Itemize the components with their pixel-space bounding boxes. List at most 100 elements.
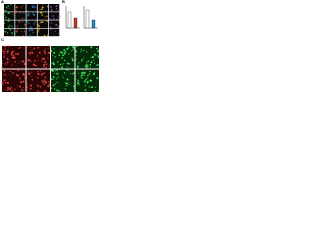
cell bbox=[1, 49, 4, 51]
cell bbox=[49, 21, 51, 23]
cell bbox=[17, 28, 19, 30]
cell bbox=[77, 81, 80, 84]
cell bbox=[38, 51, 41, 54]
cell bbox=[10, 3, 12, 6]
cell bbox=[36, 31, 39, 34]
cell bbox=[15, 11, 17, 14]
cell bbox=[58, 16, 61, 19]
cell bbox=[7, 45, 10, 47]
cell bbox=[26, 83, 28, 85]
cell bbox=[22, 60, 25, 63]
cell bbox=[56, 68, 59, 71]
cell bbox=[9, 87, 12, 89]
micrograph bbox=[51, 69, 75, 92]
cell bbox=[44, 48, 46, 50]
cell bbox=[19, 77, 21, 80]
cell bbox=[46, 20, 48, 22]
cell bbox=[81, 59, 83, 61]
micrograph bbox=[4, 12, 15, 20]
cell bbox=[73, 49, 75, 51]
cell bbox=[31, 29, 34, 32]
cell bbox=[53, 88, 56, 90]
panel-label: B bbox=[62, 0, 65, 4]
cell bbox=[16, 53, 19, 55]
cell bbox=[44, 51, 46, 54]
cell bbox=[53, 51, 56, 54]
cell bbox=[21, 69, 23, 71]
cell bbox=[54, 70, 56, 72]
cell bbox=[7, 59, 9, 61]
cell bbox=[72, 72, 75, 74]
cell bbox=[84, 89, 87, 91]
cell bbox=[34, 60, 36, 62]
cell bbox=[53, 79, 55, 80]
cell bbox=[41, 21, 44, 23]
cell bbox=[7, 88, 10, 91]
cell bbox=[81, 61, 83, 63]
cell bbox=[15, 30, 18, 33]
cell bbox=[58, 54, 61, 56]
cell bbox=[24, 6, 27, 8]
cell bbox=[38, 90, 40, 92]
cell bbox=[13, 56, 16, 59]
cell bbox=[90, 61, 93, 64]
cell bbox=[39, 85, 42, 88]
micrograph bbox=[15, 28, 26, 37]
cell bbox=[43, 65, 46, 68]
cell bbox=[22, 60, 23, 62]
cell bbox=[13, 24, 15, 26]
cell bbox=[26, 20, 29, 23]
cell bbox=[89, 80, 91, 82]
cell bbox=[5, 6, 8, 9]
cell bbox=[48, 83, 51, 85]
cell bbox=[33, 47, 36, 50]
cell bbox=[70, 73, 72, 75]
cell bbox=[23, 13, 25, 14]
cell bbox=[54, 30, 57, 33]
cell bbox=[4, 9, 6, 12]
cell bbox=[96, 64, 99, 67]
micrograph bbox=[26, 69, 50, 92]
cell bbox=[57, 61, 59, 63]
cell bbox=[50, 87, 53, 89]
cell bbox=[45, 90, 47, 92]
cell bbox=[44, 53, 46, 55]
cell bbox=[61, 66, 63, 69]
cell bbox=[25, 17, 28, 19]
cell bbox=[65, 84, 68, 87]
cell bbox=[26, 10, 28, 12]
figure bbox=[1, 3, 100, 93]
cell bbox=[71, 73, 74, 75]
cell bbox=[37, 47, 39, 48]
cell bbox=[81, 59, 84, 61]
cell bbox=[74, 54, 77, 57]
micrograph bbox=[26, 28, 37, 37]
cell bbox=[21, 89, 24, 91]
cell bbox=[63, 49, 66, 52]
cell bbox=[47, 57, 49, 59]
cell bbox=[28, 22, 30, 25]
cell bbox=[1, 67, 3, 69]
micrograph bbox=[26, 20, 37, 28]
cell bbox=[59, 63, 62, 66]
cell bbox=[19, 12, 21, 14]
cell bbox=[48, 45, 50, 47]
cell bbox=[28, 29, 31, 32]
cell bbox=[21, 21, 23, 23]
cell bbox=[44, 80, 47, 83]
cell bbox=[36, 55, 39, 57]
cell bbox=[93, 62, 96, 64]
cell bbox=[97, 55, 100, 58]
cell bbox=[59, 69, 61, 71]
cell bbox=[62, 63, 64, 65]
cell bbox=[15, 73, 18, 76]
micrograph bbox=[37, 20, 49, 28]
cell bbox=[44, 67, 46, 69]
cell bbox=[76, 45, 79, 47]
cell bbox=[1, 81, 4, 84]
cell bbox=[41, 4, 43, 6]
cell bbox=[81, 77, 83, 79]
cell bbox=[55, 4, 58, 8]
cell bbox=[66, 78, 69, 80]
micrograph bbox=[2, 69, 26, 92]
